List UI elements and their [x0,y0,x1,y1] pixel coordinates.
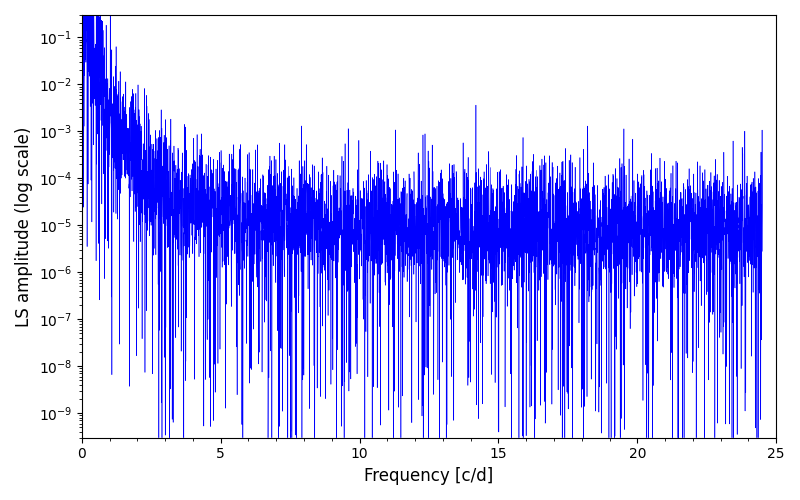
X-axis label: Frequency [c/d]: Frequency [c/d] [364,467,494,485]
Y-axis label: LS amplitude (log scale): LS amplitude (log scale) [15,126,33,326]
